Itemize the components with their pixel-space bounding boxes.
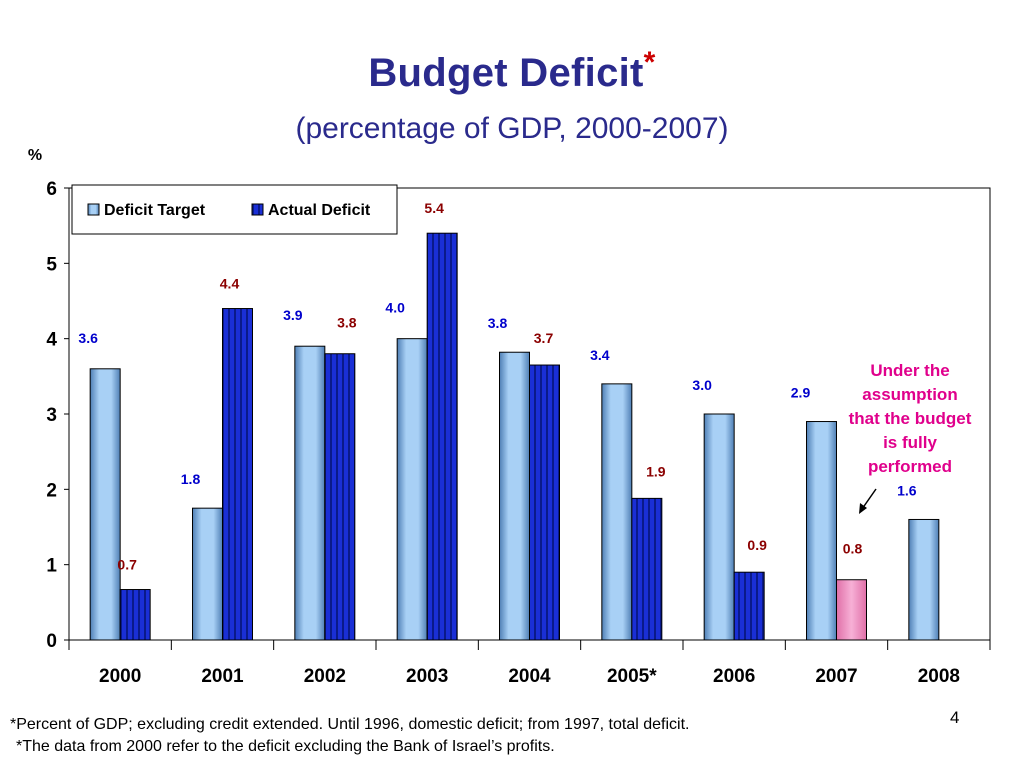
y-tick-label: 5 — [46, 254, 57, 275]
chart-subtitle: (percentage of GDP, 2000-2007) — [295, 112, 729, 145]
data-label-actual-deficit: 0.7 — [117, 557, 137, 573]
data-label-deficit-target: 3.0 — [692, 377, 712, 393]
plot-area: 0 1 2 3 4 5 6% 2000 2001 2002 2003 2004 2005* 2006 200… — [28, 147, 991, 687]
data-label-deficit-target: 3.6 — [78, 330, 98, 346]
data-label-deficit-target: 1.8 — [181, 471, 201, 487]
title-text: Budget Deficit — [368, 51, 644, 95]
x-tick-label: 2001 — [201, 666, 244, 687]
x-tick-label: 2000 — [99, 666, 141, 687]
annotation-text: Under the — [870, 361, 949, 380]
x-tick-label: 2007 — [815, 666, 857, 687]
bar-actual-deficit — [222, 308, 253, 641]
bar-deficit-target — [499, 351, 530, 641]
data-label-actual-deficit: 1.9 — [646, 463, 666, 479]
data-label-actual-deficit: 3.7 — [534, 330, 554, 346]
bar-deficit-target — [294, 345, 326, 641]
data-label-actual-deficit: 0.8 — [843, 541, 863, 557]
annotation-text: assumption — [862, 385, 957, 404]
bar-deficit-target — [396, 338, 428, 641]
y-tick-label: 6 — [46, 179, 57, 200]
data-label-actual-deficit: 5.4 — [424, 200, 444, 216]
y-tick-label: 3 — [46, 405, 57, 426]
bar-actual-deficit — [631, 497, 663, 641]
annotation-text: that the budget — [849, 409, 972, 428]
x-tick-label: 2003 — [406, 666, 448, 687]
x-tick-label: 2008 — [918, 666, 960, 687]
bar-actual-deficit-assumed — [836, 579, 867, 641]
bar-deficit-target — [908, 518, 940, 641]
legend-swatch-deficit-target — [87, 203, 100, 216]
data-label-deficit-target: 1.6 — [897, 482, 917, 498]
y-tick-label: 1 — [46, 556, 57, 577]
legend-label-deficit-target: Deficit Target — [104, 202, 206, 219]
x-tick-label: 2006 — [713, 666, 755, 687]
bar-deficit-target — [806, 421, 837, 641]
data-label-deficit-target: 4.0 — [385, 300, 405, 316]
bar-actual-deficit — [733, 571, 765, 641]
data-label-actual-deficit: 0.9 — [747, 537, 767, 553]
legend-box — [71, 184, 398, 235]
data-label-deficit-target: 2.9 — [791, 385, 811, 401]
y-tick-label: 2 — [46, 480, 57, 501]
footnote-2: *The data from 2000 refer to the deficit… — [16, 738, 555, 755]
y-axis-label: % — [28, 147, 42, 164]
legend-swatch-actual-deficit — [251, 203, 264, 216]
x-tick-label: 2004 — [508, 666, 551, 687]
bar-actual-deficit — [119, 589, 151, 641]
title-marker: * — [643, 46, 656, 79]
annotation-arrow — [861, 488, 877, 510]
bar-deficit-target — [601, 383, 633, 641]
data-label-deficit-target: 3.9 — [283, 307, 303, 323]
data-label-actual-deficit: 3.8 — [337, 315, 357, 331]
data-label-deficit-target: 3.4 — [590, 347, 610, 363]
chart-title: Budget Deficit* — [0, 46, 1024, 96]
footnote-1: *Percent of GDP; excluding credit extend… — [10, 716, 690, 733]
bar-chart: 0 1 2 3 4 5 6% 2000 2001 2002 2003 2004 2005* 2006 200… — [28, 147, 991, 687]
bar-deficit-target — [703, 413, 735, 641]
data-label-actual-deficit: 4.4 — [220, 276, 240, 292]
y-tick-label: 4 — [46, 330, 57, 351]
annotation-text: performed — [868, 457, 952, 476]
bar-deficit-target — [89, 368, 121, 641]
bar-deficit-target — [192, 507, 223, 641]
x-tick-label: 2005* — [607, 666, 657, 687]
legend-label-actual-deficit: Actual Deficit — [268, 202, 371, 219]
page-number: 4 — [950, 708, 960, 727]
annotation-arrowhead — [859, 503, 867, 514]
annotation-text: is fully — [883, 433, 937, 452]
bar-actual-deficit — [529, 364, 560, 641]
bar-actual-deficit — [324, 353, 356, 641]
footnotes: *Percent of GDP; excluding credit extend… — [10, 714, 689, 758]
bar-actual-deficit — [426, 232, 458, 641]
data-label-deficit-target: 3.8 — [488, 315, 508, 331]
y-tick-label: 0 — [46, 631, 57, 652]
x-tick-label: 2002 — [304, 666, 346, 687]
